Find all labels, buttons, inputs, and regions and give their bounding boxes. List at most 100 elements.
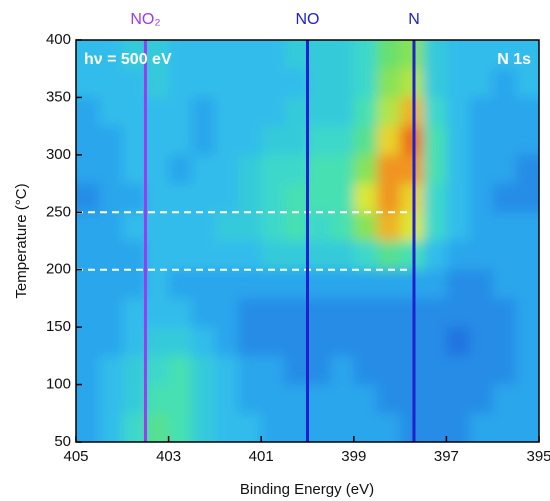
heatmap-cell [400, 413, 424, 442]
heatmap-cell [376, 212, 401, 242]
heatmap-cell [214, 355, 239, 386]
heatmap-cell [284, 154, 308, 185]
heatmap-cell [330, 269, 355, 299]
heatmap-cell [330, 126, 355, 156]
heatmap-cell [446, 269, 471, 299]
heatmap-cell [284, 298, 308, 328]
x-tick-label: 401 [249, 448, 274, 465]
heatmap-cell [238, 40, 262, 70]
heatmap-cell [284, 126, 308, 156]
heatmap-cell [423, 212, 447, 242]
heatmap-cell [214, 241, 239, 271]
heatmap-cell [446, 413, 471, 442]
heatmap-cell [469, 241, 494, 271]
heatmap-cell [122, 241, 146, 271]
heatmap-cell [515, 97, 539, 127]
heatmap-cell [376, 154, 401, 185]
heatmap-cell [214, 126, 239, 156]
y-axis-title: Temperature (°C) [13, 183, 30, 298]
heatmap-cell [400, 126, 424, 156]
heatmap-cell [400, 269, 424, 299]
heatmap-cell [214, 68, 239, 98]
heatmap-cell [492, 298, 517, 328]
heatmap-cell [492, 269, 517, 299]
heatmap-cell [469, 384, 494, 414]
heatmap-cell [515, 68, 539, 98]
heatmap-cell [214, 413, 239, 442]
heatmap-cell [492, 40, 517, 70]
heatmap-cell [238, 241, 262, 271]
heatmap-cell [353, 97, 378, 127]
y-tick-label: 200 [46, 261, 71, 278]
heatmap-cell [122, 40, 146, 70]
heatmap-cell [76, 413, 100, 442]
heatmap-cell [261, 68, 285, 98]
heatmap-cell [99, 183, 123, 213]
heatmap-cell [238, 413, 262, 442]
heatmap-cell [261, 183, 285, 213]
heatmap-cell [191, 384, 216, 414]
heatmap-cell [99, 40, 123, 70]
heatmap-cell [214, 183, 239, 213]
heatmap-cell [330, 154, 355, 185]
heatmap-cell [238, 183, 262, 213]
heatmap-cell [376, 269, 401, 299]
heatmap-cell [330, 241, 355, 271]
heatmap-cell [191, 154, 216, 185]
heatmap-cell [307, 413, 332, 442]
heatmap-cell [492, 126, 517, 156]
heatmap-cell [191, 126, 216, 156]
heatmap-cell [446, 183, 471, 213]
heatmap-cell [261, 212, 285, 242]
heatmap-cell [307, 269, 332, 299]
heatmap-cell [307, 183, 332, 213]
heatmap-cell [492, 68, 517, 98]
heatmap-cell [353, 327, 378, 357]
heatmap-cell [238, 126, 262, 156]
heatmap-cell [469, 183, 494, 213]
heatmap-cell [446, 40, 471, 70]
heatmap-cell [330, 97, 355, 127]
heatmap-cell [469, 40, 494, 70]
heatmap-cell [122, 384, 146, 414]
heatmap-cell [238, 355, 262, 386]
heatmap-cell [261, 413, 285, 442]
heatmap-cell [492, 241, 517, 271]
heatmap-cell [76, 40, 100, 70]
heatmap-cell [284, 68, 308, 98]
heatmap-cell [238, 384, 262, 414]
heatmap-cell [423, 97, 447, 127]
heatmap-cell [330, 40, 355, 70]
heatmap-cell [168, 241, 193, 271]
heatmap-cell [469, 97, 494, 127]
heatmap-cell [400, 40, 424, 70]
heatmap-cell [353, 40, 378, 70]
heatmap-cell [122, 269, 146, 299]
heatmap-cell [446, 298, 471, 328]
heatmap-cell [122, 355, 146, 386]
heatmap-cell [145, 97, 170, 127]
heatmap-cell [145, 269, 170, 299]
heatmap-cell [376, 355, 401, 386]
heatmap-cell [214, 212, 239, 242]
heatmap-cell [261, 126, 285, 156]
heatmap-cell [446, 212, 471, 242]
heatmap-cell [122, 126, 146, 156]
heatmap-cell [145, 126, 170, 156]
heatmap-cell [261, 40, 285, 70]
heatmap-cell [446, 327, 471, 357]
y-tick-label: 300 [46, 146, 71, 163]
heatmap-cell [307, 68, 332, 98]
heatmap-cell [145, 154, 170, 185]
heatmap-cell [307, 97, 332, 127]
heatmap-cell [423, 183, 447, 213]
heatmap-cell [492, 413, 517, 442]
heatmap-cell [76, 269, 100, 299]
heatmap-cell [284, 212, 308, 242]
heatmap-cell [168, 269, 193, 299]
heatmap-cell [353, 126, 378, 156]
heatmap-cell [214, 327, 239, 357]
heatmap-cell [284, 241, 308, 271]
heatmap-cell [400, 183, 424, 213]
heatmap-cell [353, 269, 378, 299]
